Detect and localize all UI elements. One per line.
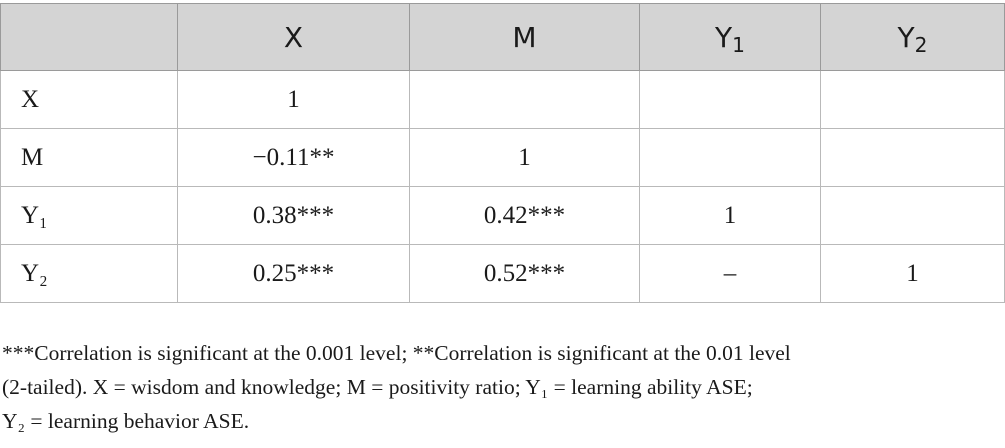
- footnote-line: Y₂ = learning behavior ASE.: [2, 409, 250, 433]
- table-cell: −0.11**: [177, 128, 410, 187]
- row-label: X: [0, 70, 178, 129]
- table-cell: 1: [820, 244, 1005, 303]
- table-cell: [820, 186, 1005, 245]
- table-cell: [820, 128, 1005, 187]
- table-cell: 1: [409, 128, 640, 187]
- table-row: M −0.11** 1: [0, 128, 1005, 187]
- table-cell: 1: [177, 70, 410, 129]
- table-cell: [639, 70, 821, 129]
- row-label: M: [0, 128, 178, 187]
- header-y1-text: Y: [715, 20, 733, 54]
- header-y2-subscript: 2: [914, 33, 928, 58]
- correlation-table: X M Y1 Y2 X 1 M −0.11** 1 Y₁: [0, 3, 1005, 303]
- header-y2: Y2: [820, 3, 1005, 71]
- header-y2-text: Y: [897, 20, 915, 54]
- table-cell: 0.42***: [409, 186, 640, 245]
- header-y1-subscript: 1: [732, 33, 745, 58]
- header-row: X M Y1 Y2: [0, 3, 1005, 71]
- row-label: Y₂: [0, 244, 178, 303]
- footnote-line: ***Correlation is significant at the 0.0…: [2, 341, 791, 365]
- table-cell: [639, 128, 821, 187]
- footnote-line: (2-tailed). X = wisdom and knowledge; M …: [2, 375, 753, 399]
- table-cell: 1: [639, 186, 821, 245]
- row-label: Y₁: [0, 186, 178, 245]
- table-cell: [409, 70, 640, 129]
- table-cell: 0.52***: [409, 244, 640, 303]
- table-row: Y₁ 0.38*** 0.42*** 1: [0, 186, 1005, 245]
- header-m: M: [409, 3, 640, 71]
- table-header: X M Y1 Y2: [0, 3, 1005, 71]
- header-x: X: [177, 3, 410, 71]
- table-cell: 0.25***: [177, 244, 410, 303]
- table-cell: [820, 70, 1005, 129]
- table-footnote: ***Correlation is significant at the 0.0…: [2, 336, 1002, 438]
- table-row: X 1: [0, 70, 1005, 129]
- table-body: X 1 M −0.11** 1 Y₁ 0.38*** 0.42*** 1: [0, 70, 1005, 303]
- table-cell: 0.38***: [177, 186, 410, 245]
- header-corner: [0, 3, 178, 71]
- header-y1: Y1: [639, 3, 821, 71]
- table-cell: –: [639, 244, 821, 303]
- table-row: Y₂ 0.25*** 0.52*** – 1: [0, 244, 1005, 303]
